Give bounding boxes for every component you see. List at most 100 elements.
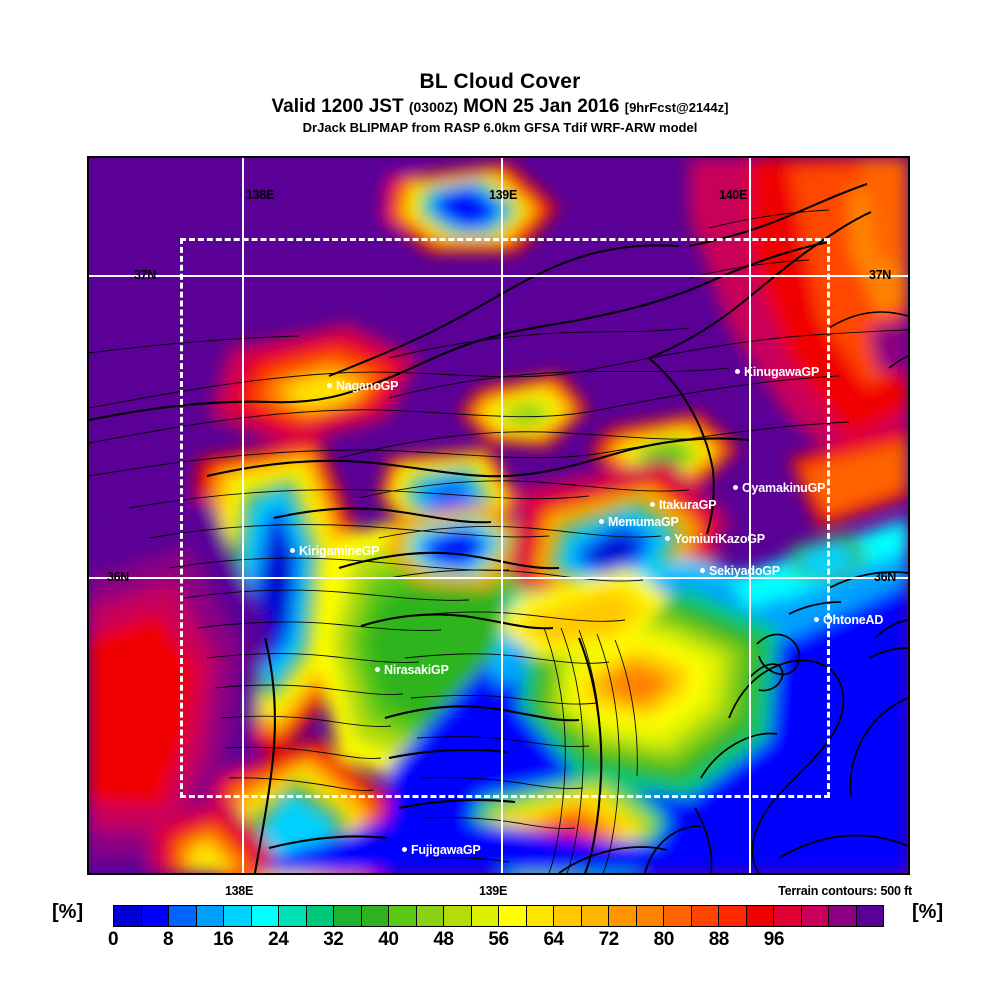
station-name: KinugawaGP [744, 365, 820, 379]
station-dot-icon [814, 617, 819, 623]
station-label-oyamakinugp: OyamakinuGP [733, 481, 825, 495]
station-name: NirasakiGP [384, 663, 449, 677]
gridline-lat-37 [89, 275, 908, 277]
colorbar-swatch [746, 906, 774, 926]
valid-prefix: Valid 1200 JST [271, 96, 404, 117]
colorbar-swatch [334, 906, 362, 926]
colorbar-unit-right: [%] [912, 901, 944, 923]
station-dot-icon [375, 667, 380, 673]
map-overlay: 138E 139E 140E 37N 37N 36N 36N NaganoGP K… [89, 158, 908, 873]
station-name: NaganoGP [336, 379, 399, 393]
grid-label-138E-top: 138E [246, 188, 274, 202]
page-title: BL Cloud Cover [419, 70, 581, 93]
station-label-ohtonead: OhtoneAD [814, 613, 883, 627]
x-axis-label-138E: 138E [225, 884, 253, 898]
colorbar-swatch [719, 906, 747, 926]
colorbar-tick-label: 56 [488, 929, 509, 950]
colorbar-swatch [196, 906, 224, 926]
station-label-itakuragp: ItakuraGP [650, 498, 716, 512]
colorbar-swatch [444, 906, 472, 926]
station-name: KirigamineGP [299, 544, 380, 558]
station-name: OhtoneAD [823, 613, 884, 627]
cloud-cover-raster [89, 158, 908, 873]
colorbar-swatch [801, 906, 829, 926]
colorbar-swatch [279, 906, 307, 926]
colorbar-ticks: 0 8 16 24 32 40 48 56 64 72 80 88 96 [108, 927, 884, 957]
valid-time-line: Valid 1200 JST (0300Z) MON 25 Jan 2016 [… [0, 96, 1000, 119]
title-block: BL Cloud Cover Valid 1200 JST (0300Z) MO… [0, 70, 1000, 136]
colorbar-tick-label: 80 [653, 929, 675, 950]
colorbar-swatch [856, 906, 883, 926]
colorbar-swatch [224, 906, 252, 926]
station-dot-icon [700, 568, 705, 574]
grid-label-139E-top: 139E [489, 188, 517, 202]
gridline-lon-138 [501, 158, 503, 873]
colorbar-swatch [664, 906, 692, 926]
colorbar-swatch [306, 906, 334, 926]
colorbar-tick-label: 88 [708, 929, 730, 950]
station-dot-icon [733, 485, 738, 491]
colorbar-swatches [113, 905, 884, 927]
model-source-line: DrJack BLIPMAP from RASP 6.0km GFSA Tdif… [302, 120, 698, 135]
colorbar-tick-label: 40 [378, 929, 399, 950]
colorbar-swatch [114, 906, 142, 926]
colorbar-legend: [%] [%] 0 8 16 24 32 40 48 56 64 72 80 88 96 [0, 901, 1000, 965]
colorbar-swatch [609, 906, 637, 926]
colorbar-swatch [581, 906, 609, 926]
station-name: ItakuraGP [659, 498, 717, 512]
station-dot-icon [290, 548, 295, 554]
station-dot-icon [327, 383, 332, 389]
colorbar-tick-label: 32 [323, 929, 344, 950]
valid-date: MON 25 Jan 2016 [463, 96, 620, 117]
gridline-lon-137-5 [242, 158, 244, 873]
station-dot-icon [402, 847, 407, 853]
grid-label-36N-left: 36N [107, 570, 130, 584]
gridline-lat-36 [89, 577, 908, 579]
station-name: SekiyadoGP [709, 564, 780, 578]
colorbar-tick-label: 64 [543, 929, 564, 950]
colorbar-tick-label: 24 [268, 929, 289, 950]
station-name: FujigawaGP [411, 843, 481, 857]
colorbar-swatch [389, 906, 417, 926]
colorbar-tick-label: 72 [598, 929, 620, 950]
station-name: YomiuriKazoGP [674, 532, 765, 546]
colorbar-swatch [554, 906, 582, 926]
colorbar-swatch [416, 906, 444, 926]
colorbar-swatch [499, 906, 527, 926]
colorbar-swatch [774, 906, 802, 926]
colorbar-swatch [526, 906, 554, 926]
grid-label-140E-top: 140E [719, 188, 747, 202]
colorbar-swatch [829, 906, 857, 926]
colorbar-unit-left: [%] [52, 901, 84, 923]
station-label-yomiurikazogp: YomiuriKazoGP [665, 532, 765, 546]
station-label-sekiyadogp: SekiyadoGP [700, 564, 780, 578]
colorbar-swatch [691, 906, 719, 926]
colorbar-swatch [251, 906, 279, 926]
x-axis-label-139E: 139E [479, 884, 507, 898]
station-label-fujigawagp: FujigawaGP [402, 843, 481, 857]
station-dot-icon [650, 502, 655, 508]
station-label-kinugawagp: KinugawaGP [735, 365, 819, 379]
station-name: OyamakinuGP [742, 481, 826, 495]
colorbar-tick-label: 96 [763, 929, 785, 950]
gridline-lon-139 [749, 158, 751, 873]
colorbar-swatch [636, 906, 664, 926]
colorbar-tick-label: 48 [433, 929, 454, 950]
station-dot-icon [665, 536, 670, 542]
colorbar-swatch [361, 906, 389, 926]
grid-label-37N-left: 37N [134, 268, 157, 282]
forecast-tag: [9hrFcst@2144z] [624, 100, 729, 115]
colorbar-tick-label: 8 [163, 929, 174, 950]
station-dot-icon [599, 519, 604, 525]
colorbar-swatch [471, 906, 499, 926]
forecast-domain-box [180, 238, 830, 798]
grid-label-36N-right: 36N [874, 570, 897, 584]
colorbar-tick-label: 0 [107, 929, 119, 950]
station-label-nirasakigp: NirasakiGP [375, 663, 449, 677]
station-label-kirigaminegp: KirigamineGP [290, 544, 379, 558]
station-label-memumagp: MemumaGP [599, 515, 679, 529]
map-panel[interactable]: 138E 139E 140E 37N 37N 36N 36N NaganoGP K… [87, 156, 910, 875]
station-name: MemumaGP [608, 515, 679, 529]
terrain-contours-note: Terrain contours: 500 ft [778, 884, 912, 898]
station-dot-icon [735, 369, 740, 375]
